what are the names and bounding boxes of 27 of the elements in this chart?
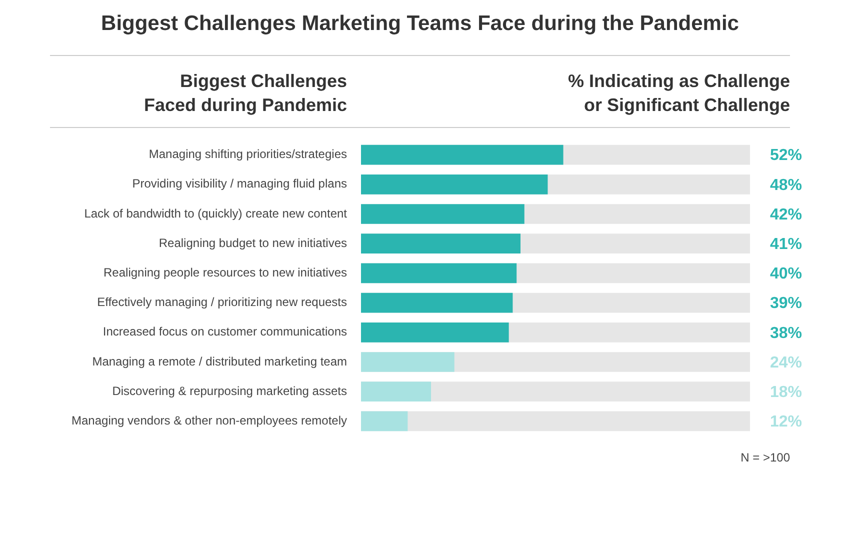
y-tick-label: Providing visibility / managing fluid plans [132, 176, 347, 191]
bar [361, 382, 432, 402]
data-label: 52% [770, 147, 802, 164]
data-label: 18% [770, 384, 802, 402]
bar [361, 411, 408, 432]
data-label: 40% [770, 266, 802, 283]
y-axis-title: Biggest Challenges Faced during Pandemic [144, 70, 347, 115]
y-tick-label: Managing a remote / distributed marketing team [92, 354, 347, 368]
data-label: 38% [770, 324, 802, 342]
y-tick-label: Managing shifting priorities/strategies [148, 147, 347, 162]
chart-title: Biggest Challenges Marketing Teams Face during the Pandemic [101, 12, 740, 35]
bar [361, 352, 454, 372]
y-tick-label: Lack of bandwidth to (quickly) create new content [84, 206, 348, 220]
y-tick-label: Discovering & repurposing marketing assets [112, 384, 347, 398]
y-tick-label: Managing vendors & other non-employees remotely [72, 414, 347, 428]
data-label: 48% [770, 176, 802, 194]
data-label: 39% [770, 295, 802, 312]
data-label: 12% [770, 414, 802, 431]
x-axis-title: % Indicating as Challenge or Significant Challenge [568, 70, 790, 115]
y-tick-label: Increased focus on customer communications [102, 324, 347, 339]
data-label: 24% [770, 354, 802, 372]
y-tick-label: Effectively managing / prioritizing new requests [97, 295, 347, 310]
data-label: 41% [770, 236, 802, 254]
y-tick-label: Realigning people resources to new initiatives [104, 266, 347, 280]
y-tick-label: Realigning budget to new initiatives [158, 236, 347, 250]
text: N = >100 [740, 450, 790, 464]
data-label: 42% [770, 206, 802, 224]
